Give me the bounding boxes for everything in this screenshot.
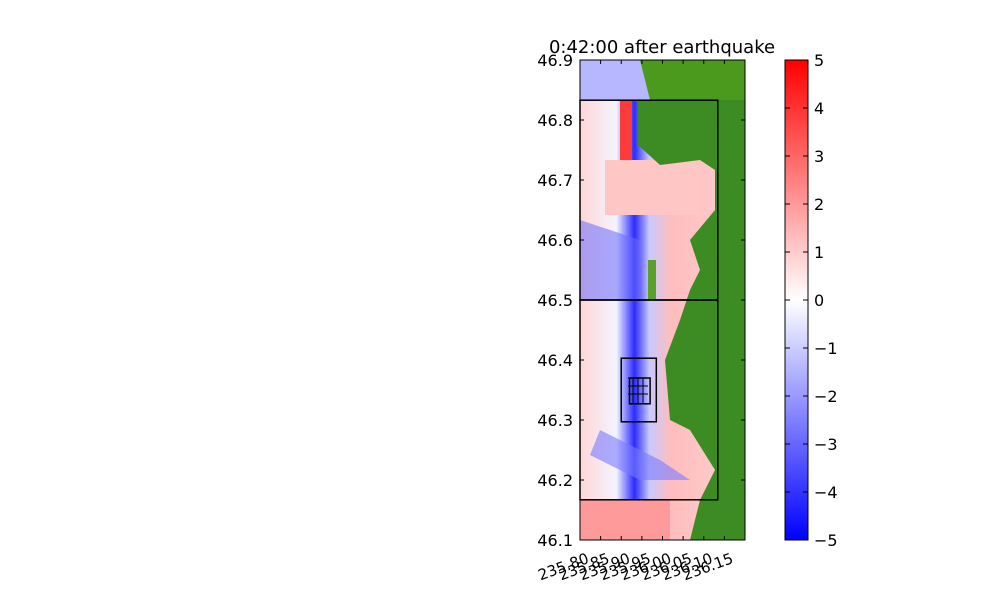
y-tick-label: 46.9 (537, 51, 573, 70)
northern-wave-crest (620, 100, 632, 160)
northern-land (640, 60, 745, 100)
colorbar: 5 4 3 2 1 0 −1 −2 −3 −4 −5 (784, 51, 838, 550)
y-tick-label: 46.2 (537, 471, 573, 490)
colorbar-tick-label: 0 (814, 291, 824, 310)
y-tick-label: 46.3 (537, 411, 573, 430)
grid-patch (620, 357, 658, 423)
spit-land (648, 260, 656, 300)
colorbar-tick-label: 5 (814, 51, 824, 70)
southern-trough (590, 430, 690, 480)
chart-title: 0:42:00 after earthquake (549, 37, 775, 58)
colorbar-tick-label: 4 (814, 99, 824, 118)
northern-wave-band (580, 60, 650, 100)
southern-wave-bank (580, 500, 670, 540)
y-tick-label: 46.4 (537, 351, 573, 370)
colorbar-tick-label: −1 (814, 339, 838, 358)
colorbar-tick-label: −2 (814, 387, 838, 406)
fine-grid-cells (628, 377, 648, 404)
y-tick-label: 46.8 (537, 111, 573, 130)
colorbar-tick-label: −5 (814, 531, 838, 550)
x-axis: 235.80235.85235.90235.95236.00236.05236.… (536, 60, 736, 584)
y-tick-label: 46.7 (537, 171, 573, 190)
y-axis: 46.1 46.2 46.3 46.4 46.5 46.6 46.7 46.8 46.9 (537, 51, 745, 550)
y-tick-label: 46.5 (537, 291, 573, 310)
offshore-trough (580, 220, 640, 300)
y-tick-label: 46.1 (537, 531, 573, 550)
y-tick-label: 46.6 (537, 231, 573, 250)
colorbar-ticks: 5 4 3 2 1 0 −1 −2 −3 −4 −5 (785, 51, 838, 550)
colorbar-tick-label: −4 (814, 483, 838, 502)
colorbar-tick-label: 3 (814, 147, 824, 166)
colorbar-tick-label: 1 (814, 243, 824, 262)
colorbar-tick-label: 2 (814, 195, 824, 214)
central-wave-crest (605, 160, 700, 215)
colorbar-tick-label: −3 (814, 435, 838, 454)
